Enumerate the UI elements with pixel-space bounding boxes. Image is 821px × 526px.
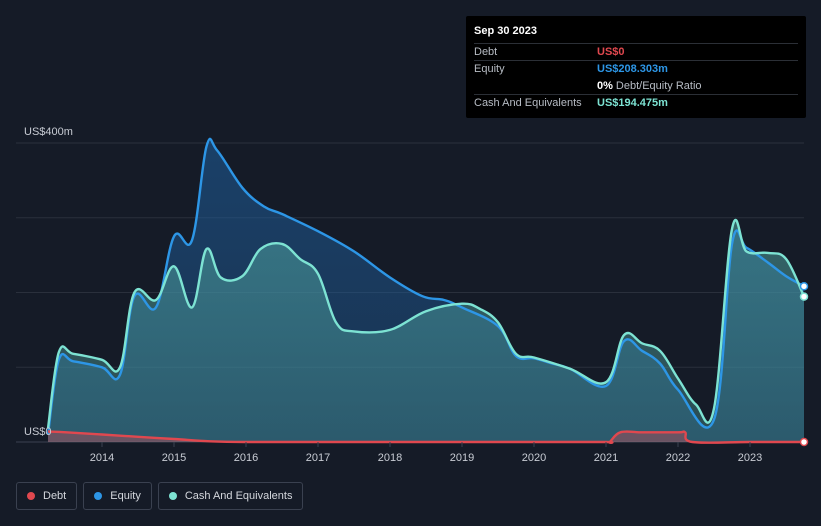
- x-tick-label: 2014: [90, 452, 114, 464]
- x-tick-label: 2020: [522, 452, 546, 464]
- tooltip-ratio-text: Debt/Equity Ratio: [615, 79, 702, 92]
- x-tick-label: 2019: [450, 452, 474, 464]
- equity-end-point: [799, 282, 809, 291]
- chart-legend: Debt Equity Cash And Equivalents: [16, 482, 304, 510]
- tooltip-cash-label: Cash And Equivalents: [474, 97, 582, 109]
- x-tick-label: 2016: [234, 452, 258, 464]
- tooltip-row-equity: Equity US$208.303m: [474, 60, 798, 77]
- data-tooltip: Sep 30 2023 Debt US$0 Equity US$208.303m…: [466, 16, 806, 118]
- cash-area: [48, 219, 804, 442]
- tooltip-row-debt: Debt US$0: [474, 43, 798, 60]
- tooltip-ratio-value: 0%: [597, 79, 613, 92]
- cash-dot-icon: [168, 492, 177, 500]
- x-tick-label: 2021: [594, 452, 618, 464]
- cash-line: [46, 218, 806, 429]
- cash-end-point: [799, 292, 809, 301]
- equity-line: [46, 137, 805, 435]
- debt-area: [48, 431, 804, 443]
- equity-dot-icon: [94, 492, 103, 500]
- debt-end-point: [799, 437, 809, 447]
- x-tick-label: 2018: [378, 452, 402, 464]
- y-axis-bottom-label: US$0: [24, 426, 52, 438]
- tooltip-debt-value: US$0: [597, 46, 625, 58]
- tooltip-debt-label: Debt: [474, 46, 498, 58]
- series-layer: [46, 137, 809, 447]
- debt-dot-icon: [27, 492, 35, 500]
- legend-item-cash[interactable]: Cash And Equivalents: [157, 482, 304, 510]
- tooltip-row-cash: Cash And Equivalents US$194.475m: [474, 94, 798, 111]
- legend-cash-label: Cash And Equivalents: [184, 490, 293, 502]
- tooltip-equity-value: US$208.303m: [597, 63, 668, 75]
- legend-equity-label: Equity: [110, 490, 141, 502]
- legend-item-equity[interactable]: Equity: [83, 482, 152, 510]
- x-tick-label: 2015: [162, 452, 186, 464]
- debt-line: [47, 430, 804, 444]
- legend-debt-label: Debt: [43, 490, 67, 502]
- x-tick-label: 2023: [738, 452, 762, 464]
- x-axis: 2014 2015 2016 2017 2018 2019 2020 2021 2022 2023: [90, 442, 762, 464]
- y-axis-top-label: US$400m: [24, 126, 73, 138]
- tooltip-date: Sep 30 2023: [474, 25, 537, 37]
- x-tick-label: 2017: [306, 452, 330, 464]
- tooltip-equity-label: Equity: [474, 63, 505, 75]
- tooltip-row-ratio: 0% Debt/Equity Ratio: [474, 77, 798, 94]
- legend-item-debt[interactable]: Debt: [16, 482, 78, 510]
- x-tick-label: 2022: [666, 452, 690, 464]
- tooltip-cash-value: US$194.475m: [597, 97, 668, 109]
